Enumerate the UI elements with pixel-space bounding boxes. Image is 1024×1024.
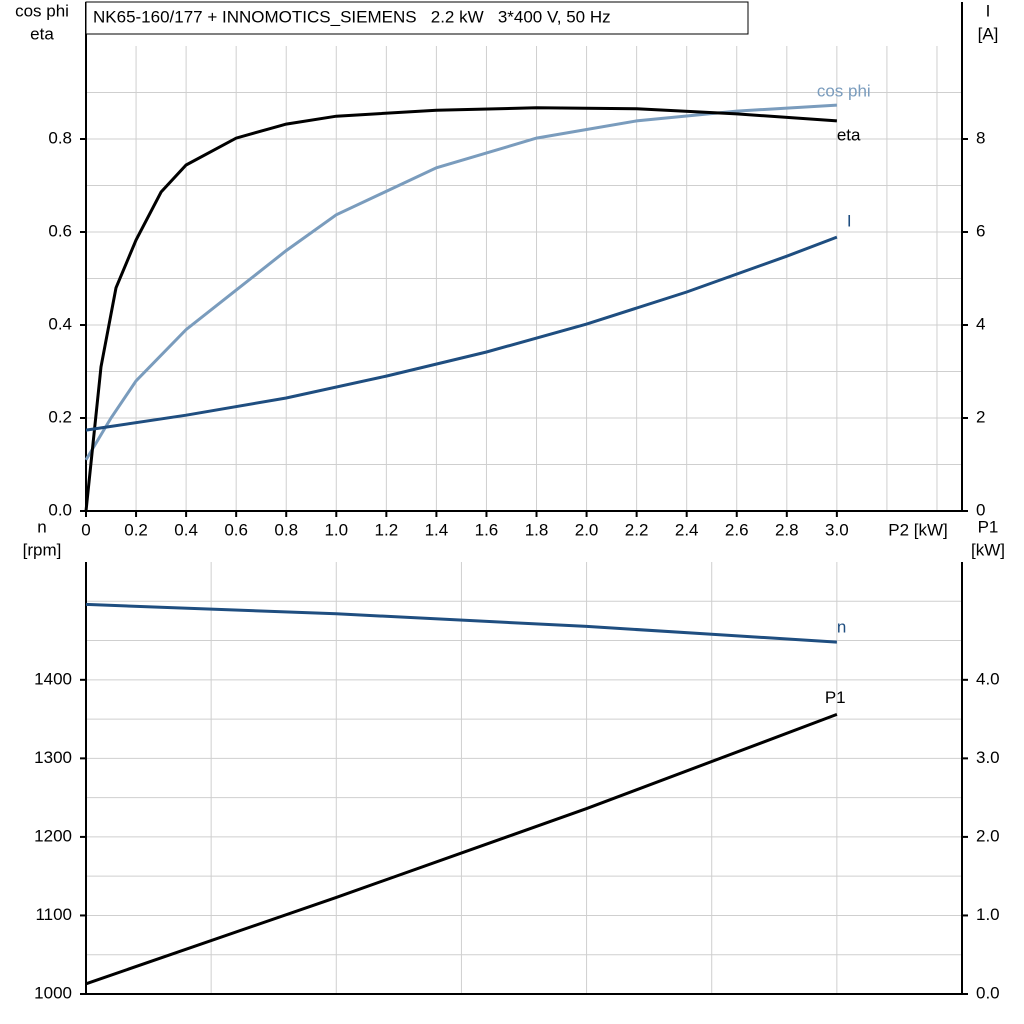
x-tick-label: 1.0 [324, 520, 348, 539]
x-tick-label: 0.2 [124, 520, 148, 539]
y2-tick-label: 3.0 [976, 748, 1000, 767]
y-tick-label: 1000 [34, 983, 72, 1002]
series-label: I [847, 212, 852, 231]
x-tick-label: 2.4 [675, 520, 699, 539]
y2-tick-label: 8 [976, 128, 985, 147]
x-tick-label: 1.4 [425, 520, 449, 539]
series-line [84, 106, 838, 512]
y-tick-label: 1200 [34, 826, 72, 845]
y-tick-label: 0.2 [48, 407, 72, 426]
y2-tick-label: 1.0 [976, 905, 1000, 924]
x-tick-label: 1.6 [475, 520, 499, 539]
x-tick-label: 0.6 [224, 520, 248, 539]
y-tick-label: 0.8 [48, 128, 72, 147]
x-tick-label: 2.2 [625, 520, 649, 539]
x-tick-label: 2.8 [775, 520, 799, 539]
x-tick-label: 1.2 [375, 520, 399, 539]
y2-tick-label: 0 [976, 500, 985, 519]
y2-tick-label: 2 [976, 407, 985, 426]
y-axis-label: eta [30, 24, 54, 43]
series-label: P1 [825, 688, 846, 707]
x-axis-label: P2 [kW] [888, 520, 948, 539]
x-tick-label: 0.8 [274, 520, 298, 539]
x-tick-label: 1.8 [525, 520, 549, 539]
y2-axis-label: [A] [978, 24, 999, 43]
y-tick-label: 0.6 [48, 221, 72, 240]
y-axis-label: cos phi [15, 1, 69, 20]
x-tick-label: 0 [81, 520, 90, 539]
y2-axis-label: I [986, 1, 991, 20]
y-tick-label: 0.4 [48, 314, 72, 333]
y2-tick-label: 6 [976, 221, 985, 240]
series-label: n [837, 618, 846, 637]
y2-tick-label: 4.0 [976, 669, 1000, 688]
y2-tick-label: 2.0 [976, 826, 1000, 845]
y-tick-label: 0.0 [48, 500, 72, 519]
y-tick-label: 1400 [34, 669, 72, 688]
title-box [85, 1, 749, 35]
y2-tick-label: 4 [976, 314, 985, 333]
y2-axis-label: [kW] [971, 540, 1005, 559]
series-label: cos phi [817, 82, 871, 101]
series-line [85, 712, 838, 986]
y-tick-label: 1100 [35, 905, 72, 924]
y-axis-label: [rpm] [23, 540, 62, 559]
y-tick-label: 1300 [34, 748, 72, 767]
x-tick-label: 2.6 [725, 520, 749, 539]
series-line [85, 235, 838, 432]
series-line [85, 602, 837, 644]
x-tick-label: 2.0 [575, 520, 599, 539]
series-line [84, 103, 837, 461]
y-axis-label: n [37, 517, 46, 536]
y2-tick-label: 0.0 [976, 983, 1000, 1002]
x-tick-label: 3.0 [825, 520, 849, 539]
y2-axis-label: P1 [978, 517, 999, 536]
chart-title: NK65-160/177 + INNOMOTICS_SIEMENS 2.2 kW… [93, 7, 611, 26]
x-tick-label: 0.4 [174, 520, 198, 539]
series-label: eta [837, 125, 861, 144]
